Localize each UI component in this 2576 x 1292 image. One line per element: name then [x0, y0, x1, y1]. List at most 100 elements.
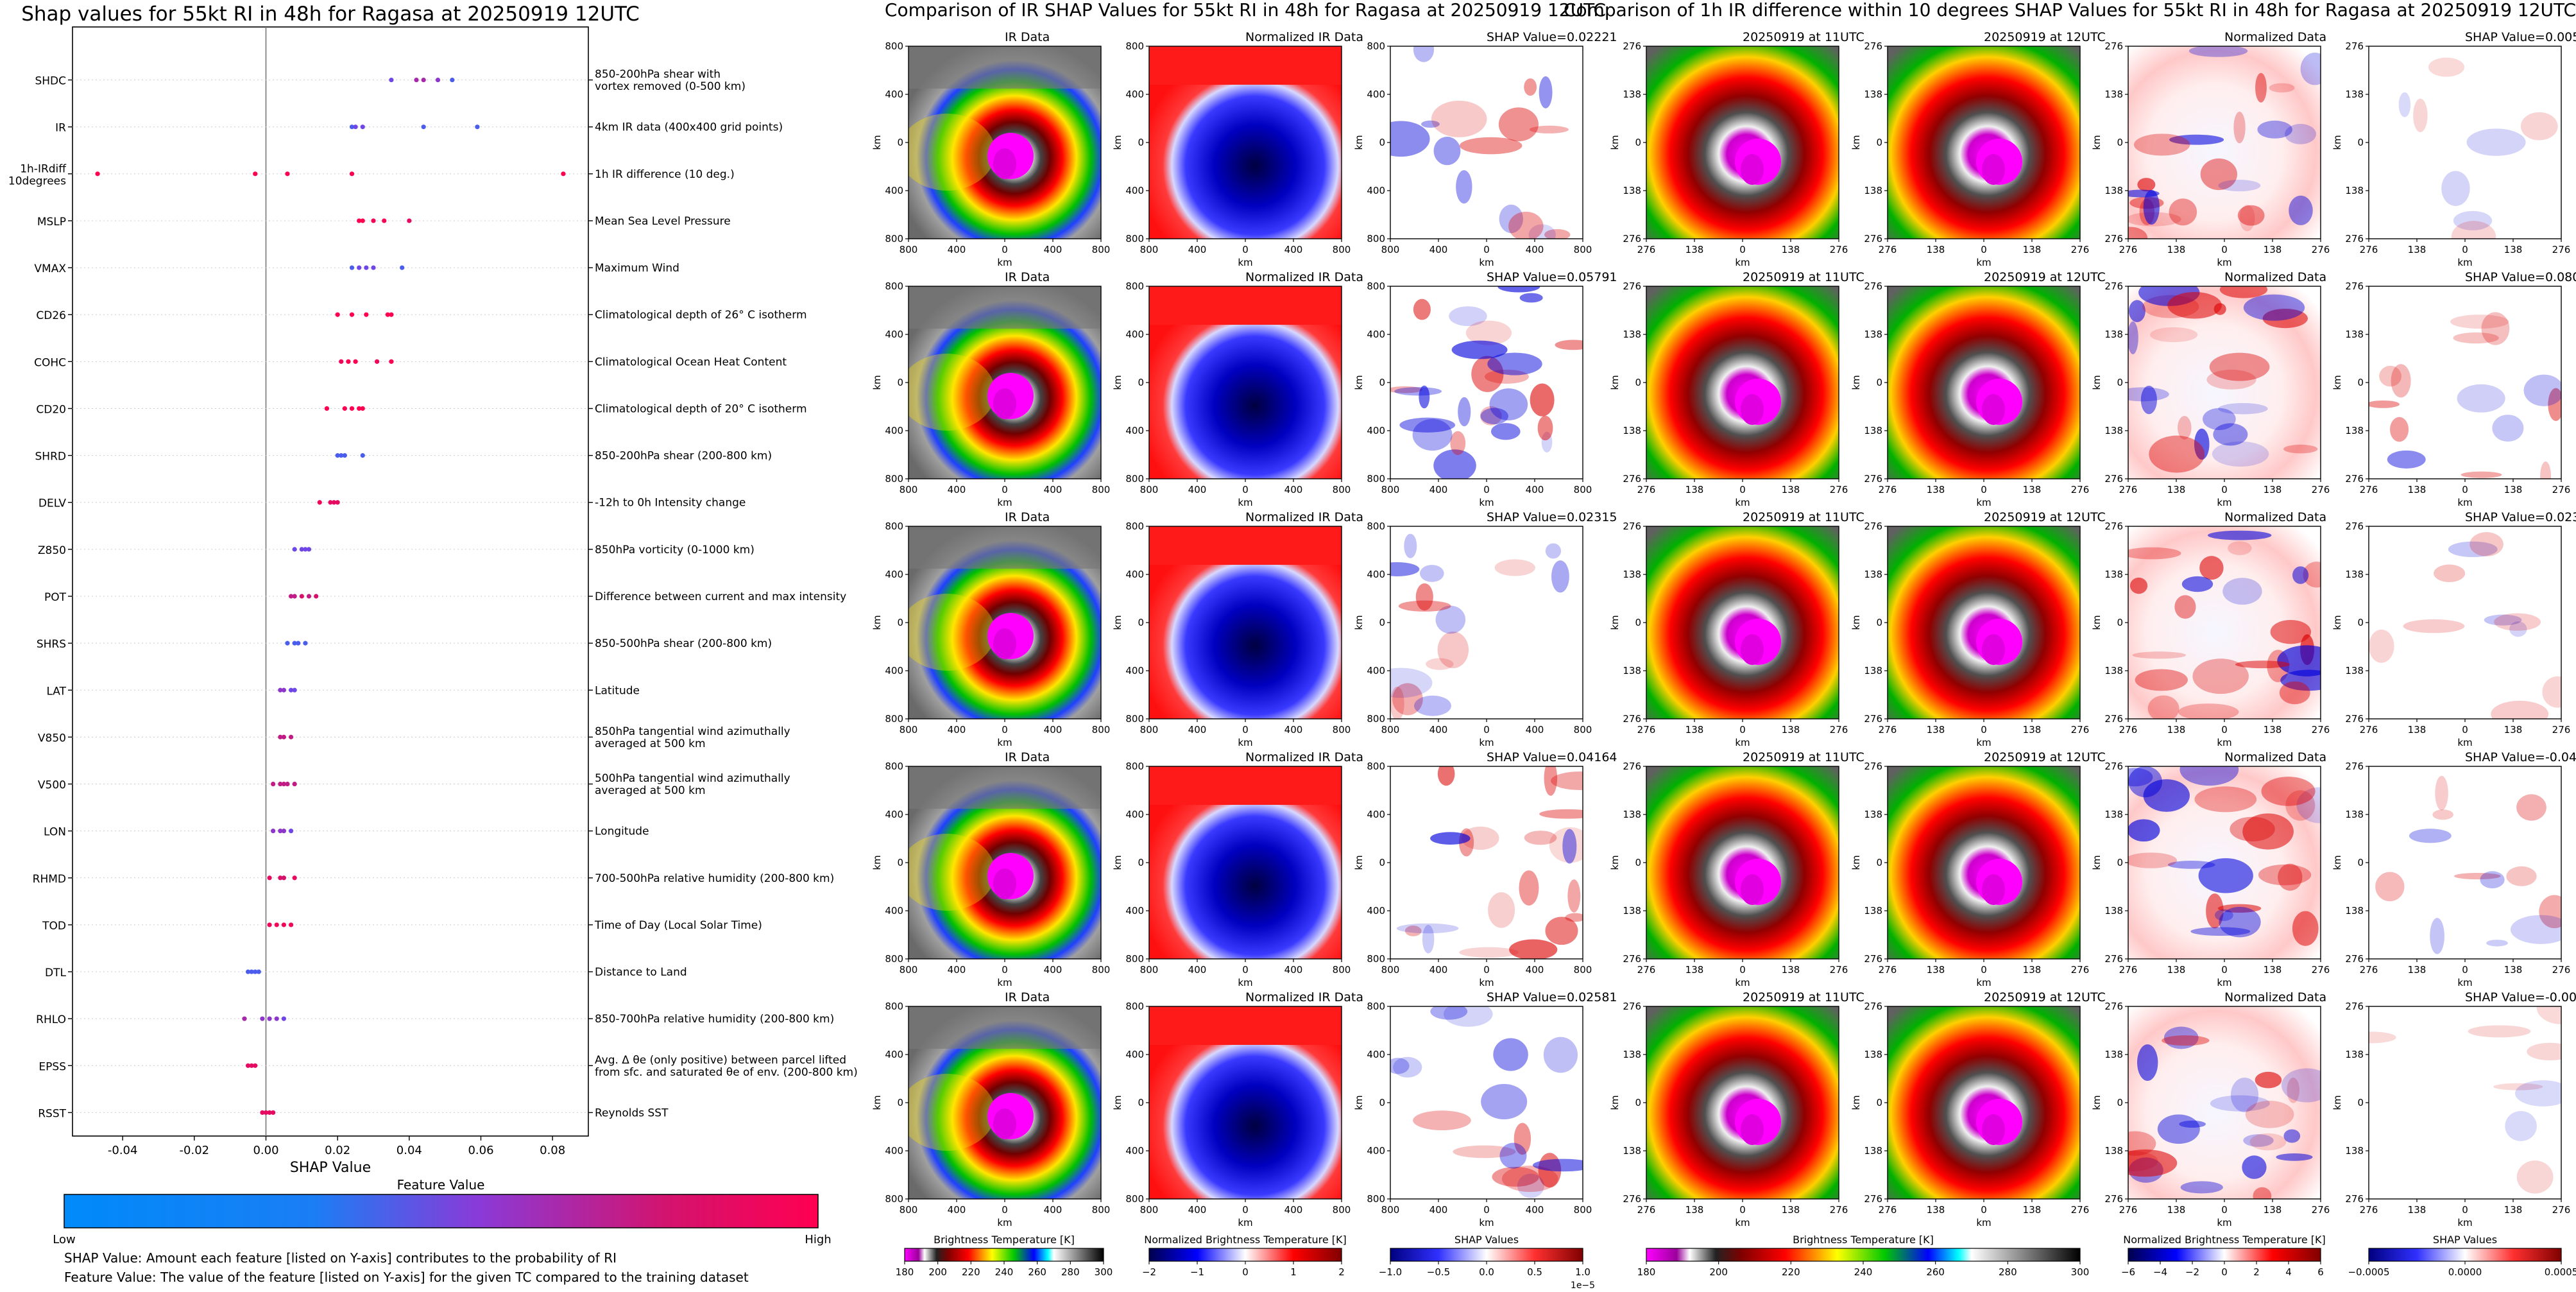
shap-point [281, 734, 287, 739]
y-tick-label: 138 [2104, 425, 2123, 436]
y-axis-label: km [1353, 135, 1365, 150]
x-tick-label: 0 [2221, 724, 2228, 736]
x-tick-label: 276 [1637, 1204, 1656, 1216]
y-axis-label: km [2332, 375, 2343, 390]
x-tick-label: 138 [2023, 964, 2042, 976]
x-tick-label: 276 [1830, 1204, 1848, 1216]
shap-plot-frame [72, 26, 589, 1137]
shap-blob [2457, 384, 2505, 413]
x-tick-label: 276 [2312, 1204, 2330, 1216]
feature-name-line: VMAX [34, 263, 66, 275]
ir-shap-map-content [1390, 286, 1583, 479]
shap-blob [2279, 681, 2310, 705]
y-tick-label: 276 [2104, 40, 2123, 52]
shap-blob [2548, 388, 2561, 421]
y-tick-label: 0 [2117, 377, 2123, 388]
outer-band [908, 354, 995, 431]
shap-point [288, 734, 294, 739]
shap-blob [1426, 658, 1454, 670]
shap-blob [2278, 863, 2303, 891]
y-tick-label: 400 [1125, 425, 1144, 436]
subplot-title-diff-shap: SHAP Value=-0.04634 [2465, 750, 2576, 764]
shap-blob [2129, 577, 2148, 594]
y-tick-label: 138 [2345, 809, 2364, 820]
shap-blob [2453, 872, 2501, 880]
shap-blob [1421, 120, 1440, 128]
y-tick-label: 800 [885, 473, 903, 485]
x-tick-label: 138 [2264, 244, 2282, 255]
x-axis-label: km [1976, 257, 1991, 268]
x-tick-label: 400 [1188, 1204, 1207, 1216]
shap-point [292, 594, 297, 599]
shap-point [281, 829, 287, 834]
shap-blob [1451, 340, 1508, 359]
x-tick-label: 138 [1685, 724, 1704, 736]
y-tick-label: 276 [2104, 473, 2123, 485]
ir-map-content [908, 46, 1101, 239]
x-tick-label: 400 [1526, 1204, 1544, 1216]
y-tick-label: 400 [1125, 905, 1144, 917]
shap-blob [2257, 120, 2292, 139]
shap-blob [2451, 221, 2496, 239]
y-axis-label: km [1609, 1095, 1621, 1110]
shap-point [281, 875, 287, 881]
shap-blob [2255, 1071, 2282, 1089]
shap-blob [2484, 614, 2522, 626]
shap-point [342, 406, 347, 411]
shap-point [360, 406, 365, 411]
shap-blob [2147, 695, 2179, 719]
x-tick-label: 800 [1140, 484, 1159, 495]
shap-blob [1422, 924, 1435, 954]
feature-description: 850-200hPa shear with vortex removed (0-5… [595, 68, 746, 93]
y-tick-label: 138 [2104, 1145, 2123, 1157]
x-tick-label: 138 [2023, 484, 2042, 495]
shap-blob [2253, 1187, 2272, 1199]
y-tick-label: 800 [1125, 280, 1144, 292]
shap-blob [2468, 1025, 2531, 1038]
y-tick-label: 800 [1367, 40, 1385, 52]
y-tick-label: 0 [897, 137, 903, 148]
ir-11utc-map-field [1646, 286, 1839, 479]
ir-12utc-map-field [1888, 526, 2080, 719]
shap-blob [1431, 100, 1487, 137]
x-tick-label: 800 [1092, 244, 1111, 255]
cloud-free-area [908, 526, 1101, 569]
feature-name: SHRD [35, 451, 66, 463]
y-tick-label: 400 [1125, 665, 1144, 676]
x-axis-label: km [2457, 737, 2472, 748]
cloud-free-area [908, 46, 1101, 89]
x-tick-label: 400 [1044, 1204, 1062, 1216]
y-tick-label: 138 [2345, 665, 2364, 676]
y-tick-label: 400 [1367, 185, 1385, 196]
shap-blob [2242, 813, 2294, 850]
shap-blob [2228, 541, 2252, 555]
feature-name-line: 10degrees [8, 175, 66, 187]
y-tick-label: 800 [1125, 40, 1144, 52]
shap-blob [1551, 560, 1569, 593]
x-tick-label: 276 [2360, 484, 2378, 495]
shap-blob [1437, 766, 1455, 786]
y-tick-label: 400 [1367, 665, 1385, 676]
x-tick-label: 138 [2167, 484, 2186, 495]
shap-blob [2243, 1134, 2274, 1147]
colorbar-tick-label: 180 [896, 1266, 914, 1278]
shap-point [328, 500, 333, 505]
feature-description: Longitude [595, 825, 649, 838]
y-tick-label: 0 [1635, 377, 1641, 388]
x-tick-label: 800 [1381, 1204, 1400, 1216]
shap-blob [1413, 1110, 1471, 1130]
subplot-title-normalized-diff: Normalized Data [2224, 990, 2326, 1004]
feature-name-line: TOD [42, 920, 66, 933]
shap-blob [2245, 1100, 2294, 1128]
y-tick-label: 138 [2345, 185, 2364, 196]
x-axis-label: km [1479, 257, 1494, 268]
x-tick-label: 0 [1483, 724, 1490, 736]
x-axis-label: km [2217, 1217, 2231, 1228]
shap-point [274, 922, 279, 927]
x-tick-label: 400 [1526, 244, 1544, 255]
y-tick-label: 400 [1367, 89, 1385, 100]
feature-description: 850-500hPa shear (200-800 km) [595, 637, 772, 650]
y-tick-label: 138 [2345, 425, 2364, 436]
colorbar-tick-label: −2 [1142, 1266, 1156, 1278]
shap-blob [1497, 286, 1540, 293]
